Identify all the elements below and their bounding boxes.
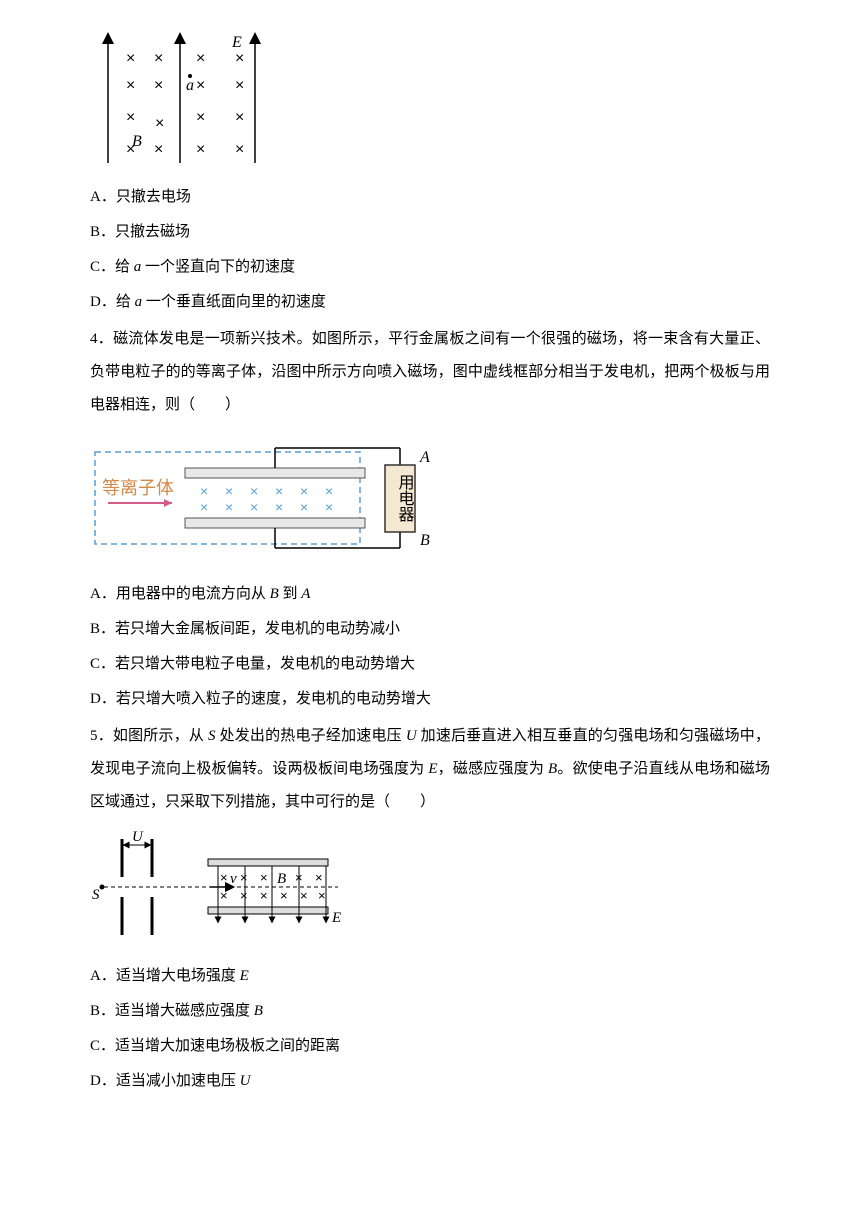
q5-option-b: B．适当增大磁感应强度 B bbox=[90, 995, 770, 1028]
q3-option-c: C．给 a 一个竖直向下的初速度 bbox=[90, 251, 770, 284]
svg-text:a: a bbox=[186, 77, 194, 94]
q5-option-a: A．适当增大电场强度 E bbox=[90, 960, 770, 993]
svg-text:×: × bbox=[126, 109, 135, 126]
svg-text:U: U bbox=[132, 829, 144, 845]
svg-text:×: × bbox=[200, 499, 208, 515]
svg-text:×: × bbox=[275, 499, 283, 515]
svg-text:×: × bbox=[235, 50, 244, 67]
q5-option-c: C．适当增大加速电场极板之间的距离 bbox=[90, 1030, 770, 1063]
svg-text:×: × bbox=[250, 499, 258, 515]
q4-text: 4．磁流体发电是一项新兴技术。如图所示，平行金属板之间有一个很强的磁场，将一束含… bbox=[90, 323, 770, 422]
svg-text:×: × bbox=[300, 888, 308, 903]
svg-text:×: × bbox=[154, 50, 163, 67]
svg-text:×: × bbox=[260, 870, 268, 885]
svg-text:×: × bbox=[220, 870, 228, 885]
svg-text:×: × bbox=[235, 109, 244, 126]
svg-text:A: A bbox=[419, 449, 430, 466]
svg-text:×: × bbox=[154, 141, 163, 158]
q5-option-d: D．适当减小加速电压 U bbox=[90, 1065, 770, 1098]
svg-text:×: × bbox=[235, 77, 244, 94]
svg-text:E: E bbox=[231, 34, 242, 51]
q4-option-c: C．若只增大带电粒子电量，发电机的电动势增大 bbox=[90, 648, 770, 681]
figure-q5: U S ×× × ×× ×× ×× ×× v B E bbox=[90, 827, 770, 952]
q3-option-d: D．给 a 一个垂直纸面向里的初速度 bbox=[90, 286, 770, 319]
q5-text: 5．如图所示，从 S 处发出的热电子经加速电压 U 加速后垂直进入相互垂直的匀强… bbox=[90, 720, 770, 819]
svg-text:×: × bbox=[235, 141, 244, 158]
svg-text:×: × bbox=[250, 483, 258, 499]
svg-text:×: × bbox=[200, 483, 208, 499]
q3-option-a: A．只撤去电场 bbox=[90, 181, 770, 214]
svg-text:S: S bbox=[92, 887, 100, 903]
svg-text:E: E bbox=[331, 910, 341, 926]
svg-text:×: × bbox=[225, 499, 233, 515]
svg-text:×: × bbox=[325, 483, 333, 499]
svg-text:用电器: 用电器 bbox=[396, 474, 415, 522]
svg-text:×: × bbox=[300, 483, 308, 499]
svg-text:×: × bbox=[325, 499, 333, 515]
svg-text:×: × bbox=[126, 50, 135, 67]
svg-text:×: × bbox=[315, 870, 323, 885]
figure-q4: ×× ×× ×× ×× ×× ×× 等离子体 用电器 A B bbox=[90, 430, 770, 570]
svg-text:×: × bbox=[154, 77, 163, 94]
svg-text:×: × bbox=[155, 115, 164, 132]
q4-option-b: B．若只增大金属板间距，发电机的电动势减小 bbox=[90, 613, 770, 646]
svg-text:×: × bbox=[220, 888, 228, 903]
svg-text:×: × bbox=[196, 141, 205, 158]
svg-text:B: B bbox=[132, 133, 142, 150]
svg-text:×: × bbox=[126, 77, 135, 94]
svg-text:×: × bbox=[300, 499, 308, 515]
figure-q3: ×× ×× ×× ×× ×× ×× ×× ×× E a B bbox=[90, 28, 770, 173]
svg-text:×: × bbox=[280, 888, 288, 903]
svg-text:×: × bbox=[196, 109, 205, 126]
svg-text:×: × bbox=[225, 483, 233, 499]
svg-text:×: × bbox=[260, 888, 268, 903]
svg-text:×: × bbox=[240, 888, 248, 903]
svg-text:×: × bbox=[196, 77, 205, 94]
svg-text:×: × bbox=[240, 870, 248, 885]
svg-text:×: × bbox=[318, 888, 326, 903]
svg-text:等离子体: 等离子体 bbox=[102, 478, 174, 498]
svg-text:v: v bbox=[230, 871, 237, 887]
q3-option-b: B．只撤去磁场 bbox=[90, 216, 770, 249]
q4-option-d: D．若只增大喷入粒子的速度，发电机的电动势增大 bbox=[90, 683, 770, 716]
svg-text:×: × bbox=[275, 483, 283, 499]
svg-text:B: B bbox=[277, 871, 286, 887]
svg-text:×: × bbox=[196, 50, 205, 67]
q4-option-a: A．用电器中的电流方向从 B 到 A bbox=[90, 578, 770, 611]
svg-text:B: B bbox=[420, 532, 430, 549]
